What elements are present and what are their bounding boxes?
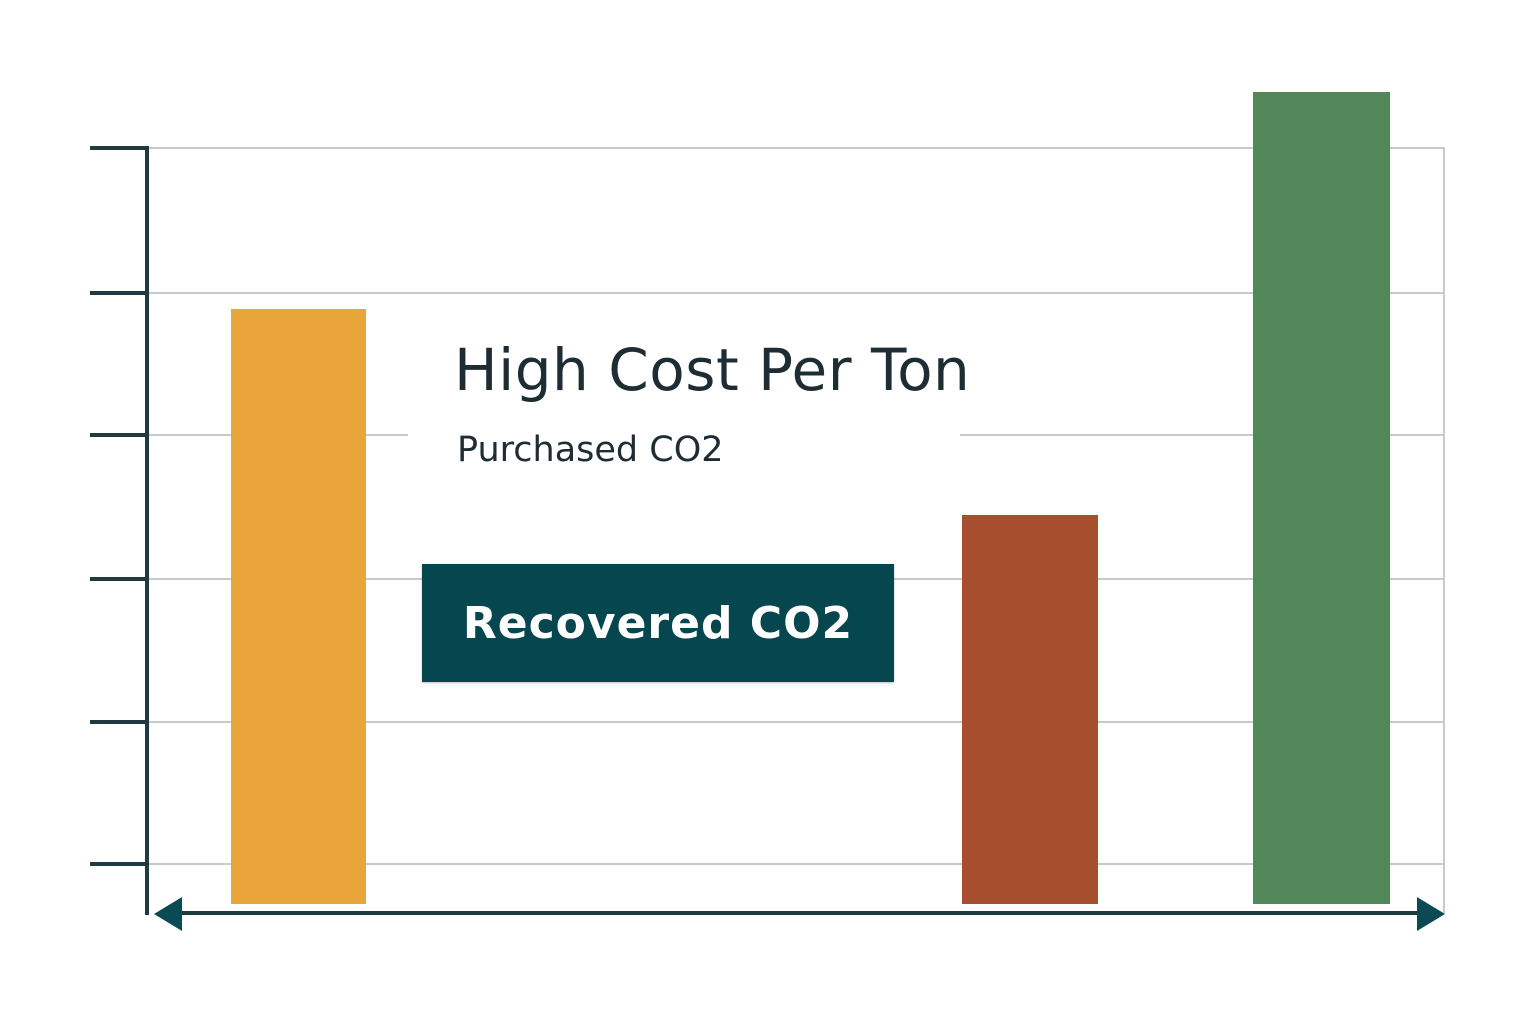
y-axis [145,146,149,915]
recovered-co2-label-box: Recovered CO2 [422,564,894,682]
gridline-2 [147,292,1445,294]
plot-right-border [1443,148,1445,913]
y-tick [90,291,148,295]
y-tick [90,577,148,581]
x-axis [160,911,1430,915]
arrow-right-icon [1417,897,1445,931]
y-tick [90,433,148,437]
chart-subtitle: Purchased CO2 [457,430,724,470]
y-tick [90,862,148,866]
bar-red [962,515,1098,904]
y-tick [90,146,148,150]
chart-title: High Cost Per Ton [454,336,971,404]
gridline-1 [147,147,1445,149]
recovered-co2-label: Recovered CO2 [462,597,854,649]
y-tick [90,720,148,724]
arrow-left-icon [154,897,182,931]
gridline-gap [408,430,960,440]
gridline-6 [147,863,1445,865]
gridline-5 [147,721,1445,723]
bar-green [1253,92,1390,904]
bar-orange [231,309,366,904]
